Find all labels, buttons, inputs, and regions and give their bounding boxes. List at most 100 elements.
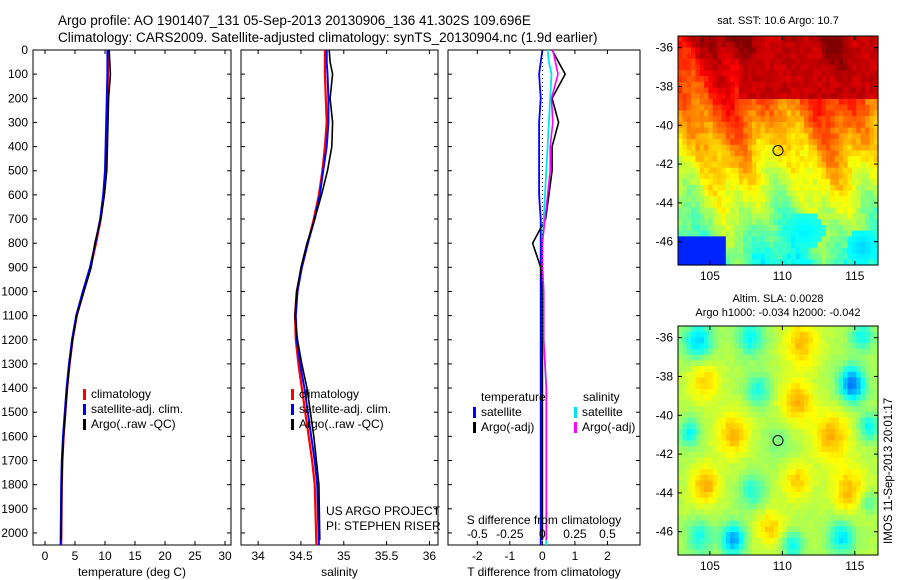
map-cell (708, 371, 714, 379)
map-cell (682, 150, 688, 157)
map-cell (704, 503, 710, 510)
map-cell (699, 497, 705, 505)
profile-panel-3 (447, 49, 641, 546)
map-cell (830, 179, 836, 186)
map-cell (695, 41, 701, 49)
map-cell (760, 70, 766, 77)
map-cell (851, 253, 857, 260)
map-cell (682, 104, 688, 112)
map-cell (743, 337, 749, 344)
map-cell (799, 133, 805, 140)
map-cell (712, 190, 718, 197)
map-cell (838, 446, 844, 453)
map-cell (860, 230, 866, 237)
map-cell (851, 58, 857, 66)
map-cell (773, 520, 779, 527)
map-cell (730, 400, 736, 407)
map-cell (721, 259, 727, 266)
map-cell (730, 173, 736, 180)
map-cell (730, 469, 736, 476)
map-cell (769, 354, 775, 361)
map-cell (712, 406, 718, 413)
map-cell (743, 224, 749, 232)
map-cell (804, 81, 810, 89)
map-cell (695, 36, 701, 43)
map-cell (808, 202, 814, 209)
map-cell (704, 549, 710, 556)
map-cell (834, 161, 840, 169)
map-cell (773, 167, 779, 174)
map-cell (678, 64, 683, 71)
map-cell (830, 446, 836, 453)
map-cell (856, 93, 862, 100)
map-cell (847, 411, 853, 419)
map-cell (782, 394, 788, 402)
map-cell (778, 429, 783, 436)
map-cell (712, 543, 718, 550)
map-cell (873, 98, 879, 106)
map-cell (856, 411, 862, 419)
map-cell (830, 116, 836, 123)
map-cell (843, 429, 849, 436)
map-cell (760, 492, 766, 499)
map-cell (682, 474, 688, 482)
x-tick-label: 0 (42, 549, 49, 563)
map-cell (691, 41, 696, 49)
map-cell (817, 202, 823, 209)
map-cell (708, 202, 714, 209)
map-cell (817, 549, 823, 556)
map-cell (778, 139, 783, 146)
map-cell (751, 58, 757, 66)
map-cell (795, 104, 801, 112)
map-cell (851, 139, 857, 146)
map-cell (869, 207, 875, 215)
map-cell (747, 230, 753, 237)
map-cell (738, 64, 744, 71)
map-cell (678, 179, 683, 186)
map-cell (760, 242, 766, 249)
map-cell (834, 400, 840, 407)
map-cell (782, 411, 788, 419)
map-cell (821, 451, 827, 459)
map-cell (838, 326, 844, 333)
map-cell (834, 53, 840, 60)
map-cell (825, 202, 831, 209)
map-cell (773, 139, 779, 146)
map-cell (773, 213, 779, 220)
map-cell (747, 354, 753, 361)
map-cell (738, 366, 744, 373)
map-cell (773, 196, 779, 203)
map-cell (812, 343, 818, 350)
map-cell (769, 509, 775, 516)
map-cell (708, 497, 714, 505)
map-cell (778, 196, 783, 203)
map-cell (769, 242, 775, 249)
map-cell (764, 532, 770, 539)
map-cell (756, 394, 762, 402)
map-cell (751, 41, 757, 49)
map-cell (791, 326, 796, 333)
map-cell (773, 202, 779, 209)
map-cell (838, 116, 844, 123)
map-cell (773, 388, 779, 396)
map-cell (830, 121, 836, 129)
map-cell (682, 53, 688, 60)
map-cell (686, 520, 692, 527)
map-cell (743, 486, 749, 493)
map-cell (847, 526, 853, 533)
map-cell (834, 451, 840, 459)
map-cell (695, 173, 701, 180)
map-cell (769, 394, 775, 402)
map-cell (751, 463, 757, 470)
map-cell (691, 242, 696, 249)
map-cell (682, 457, 688, 464)
map-cell (799, 242, 805, 249)
map-cell (769, 417, 775, 424)
map-cell (817, 446, 823, 453)
map-cell (764, 179, 770, 186)
map-cell (704, 434, 710, 442)
map-cell (704, 514, 710, 522)
map-cell (873, 440, 879, 447)
map-cell (682, 144, 688, 152)
map-cell (708, 173, 714, 180)
